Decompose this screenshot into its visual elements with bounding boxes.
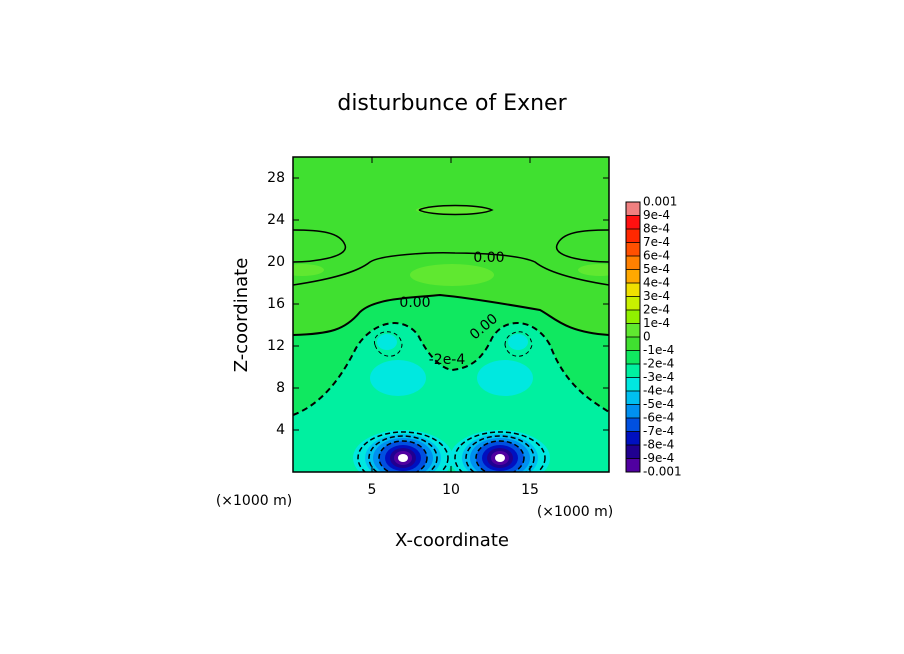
x-axis-label: X-coordinate bbox=[395, 530, 509, 551]
contour-fill bbox=[477, 360, 533, 396]
colorbar-band bbox=[626, 256, 640, 270]
colorbar-band bbox=[626, 215, 640, 229]
y-tick-label: 24 bbox=[267, 212, 285, 228]
contour-fill bbox=[293, 157, 609, 335]
colorbar-label: -5e-4 bbox=[643, 397, 674, 411]
y-tick-label: 20 bbox=[267, 254, 285, 270]
x-tick-label: 10 bbox=[442, 482, 460, 498]
colorbar-label: 0 bbox=[643, 330, 651, 344]
y-tick-label: 8 bbox=[276, 380, 285, 396]
y-tick-label: 16 bbox=[267, 296, 285, 312]
colorbar-label: -8e-4 bbox=[643, 438, 674, 452]
colorbar-band bbox=[626, 404, 640, 418]
contour-line bbox=[368, 435, 438, 472]
colorbar-label: -9e-4 bbox=[643, 451, 674, 465]
colorbar-label: 4e-4 bbox=[643, 276, 670, 290]
x-tick-label: 5 bbox=[368, 482, 377, 498]
colorbar-band bbox=[626, 283, 640, 297]
colorbar-band bbox=[626, 445, 640, 459]
colorbar-band bbox=[626, 391, 640, 405]
colorbar-band bbox=[626, 337, 640, 351]
colorbar-label: -4e-4 bbox=[643, 384, 674, 398]
colorbar-band bbox=[626, 431, 640, 445]
colorbar-label: -6e-4 bbox=[643, 411, 674, 425]
contour-hole bbox=[398, 454, 408, 462]
contour-hole bbox=[495, 454, 505, 462]
colorbar-label: 0.001 bbox=[643, 195, 677, 209]
y-unit: (×1000 m) bbox=[216, 493, 292, 509]
field bbox=[293, 157, 609, 472]
colorbar-label: -3e-4 bbox=[643, 370, 674, 384]
contour-line bbox=[475, 440, 525, 472]
colorbar-label: 8e-4 bbox=[643, 222, 670, 236]
contour-label: 0.00 bbox=[399, 295, 430, 311]
colorbar-label: -0.001 bbox=[643, 465, 682, 479]
colorbar-label: 5e-4 bbox=[643, 262, 670, 276]
colorbar-label: 2e-4 bbox=[643, 303, 670, 317]
colorbar-label: 7e-4 bbox=[643, 235, 670, 249]
y-tick-label: 4 bbox=[276, 422, 285, 438]
colorbar-label: 1e-4 bbox=[643, 316, 670, 330]
colorbar-band bbox=[626, 350, 640, 364]
contour-fill bbox=[508, 334, 528, 350]
contour-fill bbox=[410, 264, 494, 286]
contour-line bbox=[465, 435, 535, 472]
y-tick-label: 12 bbox=[267, 338, 285, 354]
contour-line bbox=[556, 229, 609, 263]
colorbar-band bbox=[626, 242, 640, 256]
x-tick-label: 15 bbox=[521, 482, 539, 498]
contour-line bbox=[293, 322, 609, 416]
colorbar-label: 6e-4 bbox=[643, 249, 670, 263]
contour-line bbox=[454, 431, 546, 472]
colorbar-band bbox=[626, 364, 640, 378]
x-unit: (×1000 m) bbox=[537, 504, 613, 520]
colorbar-band bbox=[626, 269, 640, 283]
chart-title: disturbunce of Exner bbox=[337, 91, 567, 116]
contour-line bbox=[378, 440, 428, 472]
contour-line bbox=[293, 229, 346, 263]
colorbar-label: 3e-4 bbox=[643, 289, 670, 303]
y-tick-label: 28 bbox=[267, 170, 285, 186]
contour-label: 0.00 bbox=[473, 250, 504, 266]
colorbar-band bbox=[626, 418, 640, 432]
colorbar-band bbox=[626, 229, 640, 243]
colorbar-band bbox=[626, 323, 640, 337]
colorbar-frame bbox=[625, 201, 641, 473]
contour-fill bbox=[370, 360, 426, 396]
colorbar-label: -7e-4 bbox=[643, 424, 674, 438]
y-axis-label: Z-coordinate bbox=[231, 258, 252, 373]
colorbar-label: 9e-4 bbox=[643, 208, 670, 222]
contour-label: -2e-4 bbox=[429, 352, 466, 368]
contour-fill bbox=[377, 334, 397, 350]
colorbar-label: -1e-4 bbox=[643, 343, 674, 357]
colorbar-band bbox=[626, 310, 640, 324]
contour-line bbox=[293, 252, 609, 286]
colorbar-band bbox=[626, 296, 640, 310]
contour-line bbox=[374, 331, 403, 357]
colorbar-band bbox=[626, 377, 640, 391]
colorbar-band bbox=[626, 202, 640, 216]
contour-line bbox=[418, 204, 494, 216]
contour-fill bbox=[293, 264, 324, 276]
contour-fill bbox=[416, 205, 492, 215]
contour-line bbox=[357, 431, 449, 472]
colorbar-label: -2e-4 bbox=[643, 357, 674, 371]
contour-line bbox=[293, 293, 609, 336]
colorbar-band bbox=[626, 458, 640, 472]
contour-fill bbox=[578, 264, 609, 276]
